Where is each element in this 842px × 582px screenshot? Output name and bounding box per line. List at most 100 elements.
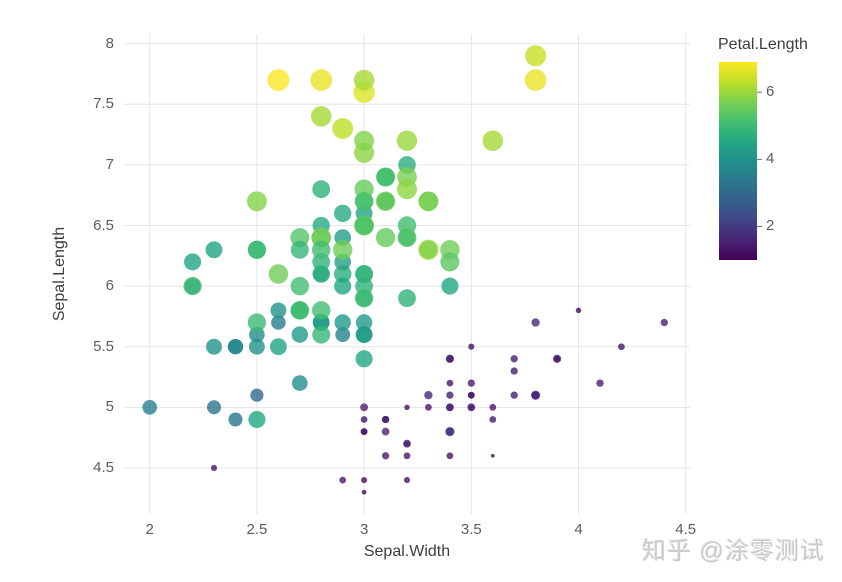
data-point — [424, 391, 433, 400]
data-point — [332, 240, 353, 260]
data-point — [376, 167, 395, 187]
data-point — [596, 379, 604, 387]
data-point — [446, 379, 454, 387]
x-tick-label: 2 — [145, 521, 154, 538]
y-tick-label: 4.5 — [93, 458, 114, 476]
data-point — [398, 289, 416, 308]
data-point — [183, 276, 202, 296]
y-tick-label: 7 — [105, 155, 114, 173]
data-point — [575, 307, 582, 314]
gridlines-layer — [124, 34, 690, 514]
data-point — [334, 277, 352, 295]
data-point — [446, 452, 454, 460]
data-point — [381, 427, 390, 436]
data-point — [206, 400, 222, 415]
data-point — [142, 400, 157, 415]
data-point — [312, 325, 331, 344]
data-point — [467, 391, 475, 399]
data-point — [355, 314, 373, 331]
data-point — [310, 69, 333, 91]
x-tick-label: 3 — [359, 521, 369, 538]
colorbar-tick-label: 6 — [766, 83, 775, 101]
data-point — [445, 403, 454, 412]
y-tick-label: 6 — [105, 277, 114, 295]
data-point — [403, 477, 411, 484]
data-point — [250, 388, 264, 402]
x-tick-label: 4 — [574, 521, 583, 538]
data-point — [396, 179, 418, 200]
data-point — [531, 391, 540, 400]
data-point — [418, 239, 439, 260]
data-point — [334, 204, 352, 223]
data-point — [489, 416, 497, 423]
data-point — [205, 241, 223, 259]
watermark: 知乎 @涂零测试 — [641, 538, 825, 565]
data-point — [360, 416, 368, 423]
data-point — [381, 415, 390, 424]
data-point — [375, 227, 396, 248]
data-point — [489, 403, 497, 411]
data-point — [269, 338, 287, 356]
data-point — [310, 106, 332, 127]
data-point — [510, 391, 518, 399]
y-tick-label: 8 — [105, 34, 114, 52]
data-point — [525, 45, 547, 67]
data-point — [184, 253, 202, 271]
data-point — [246, 191, 267, 212]
data-point — [440, 252, 460, 272]
legend-title: Petal.Length — [718, 36, 808, 53]
data-point — [510, 367, 518, 375]
data-point — [270, 302, 287, 319]
data-point — [524, 69, 547, 91]
data-point — [311, 301, 331, 320]
data-point — [467, 379, 475, 387]
data-point — [403, 439, 411, 448]
data-point — [396, 130, 418, 151]
data-point — [446, 355, 454, 363]
data-point — [353, 69, 375, 91]
data-point — [312, 180, 331, 199]
data-point — [291, 326, 308, 343]
data-point — [618, 343, 625, 351]
data-point — [248, 338, 265, 355]
data-point — [360, 403, 369, 412]
data-point — [660, 318, 668, 327]
data-point — [290, 276, 310, 296]
data-point — [333, 265, 352, 283]
data-point — [441, 277, 459, 295]
y-tick-label: 6.5 — [93, 216, 114, 234]
data-points-layer — [142, 45, 668, 495]
data-point — [354, 130, 375, 151]
data-point — [403, 452, 411, 460]
data-point — [332, 118, 354, 139]
data-point — [425, 403, 432, 411]
data-point — [355, 350, 373, 368]
data-point — [482, 130, 504, 151]
data-point — [445, 426, 455, 437]
data-point — [247, 313, 267, 332]
data-point — [291, 375, 308, 391]
data-point — [248, 410, 266, 429]
data-point — [356, 326, 373, 343]
colorbar-tick-label: 4 — [766, 150, 775, 168]
data-point — [354, 288, 374, 308]
data-point — [354, 191, 374, 211]
data-point — [228, 412, 243, 427]
data-point — [510, 355, 518, 363]
data-point — [381, 452, 390, 460]
data-point — [271, 315, 286, 330]
data-point — [290, 240, 309, 259]
x-tick-label: 3.5 — [460, 521, 482, 538]
data-point — [404, 404, 410, 411]
data-point — [554, 355, 561, 362]
data-point — [446, 391, 454, 399]
data-point — [210, 464, 218, 471]
y-axis-title: Sepal.Length — [51, 226, 68, 322]
data-point — [247, 240, 267, 259]
data-point — [468, 343, 475, 350]
y-tick-label: 5.5 — [93, 337, 114, 355]
data-point — [227, 339, 244, 355]
data-point — [267, 69, 290, 92]
